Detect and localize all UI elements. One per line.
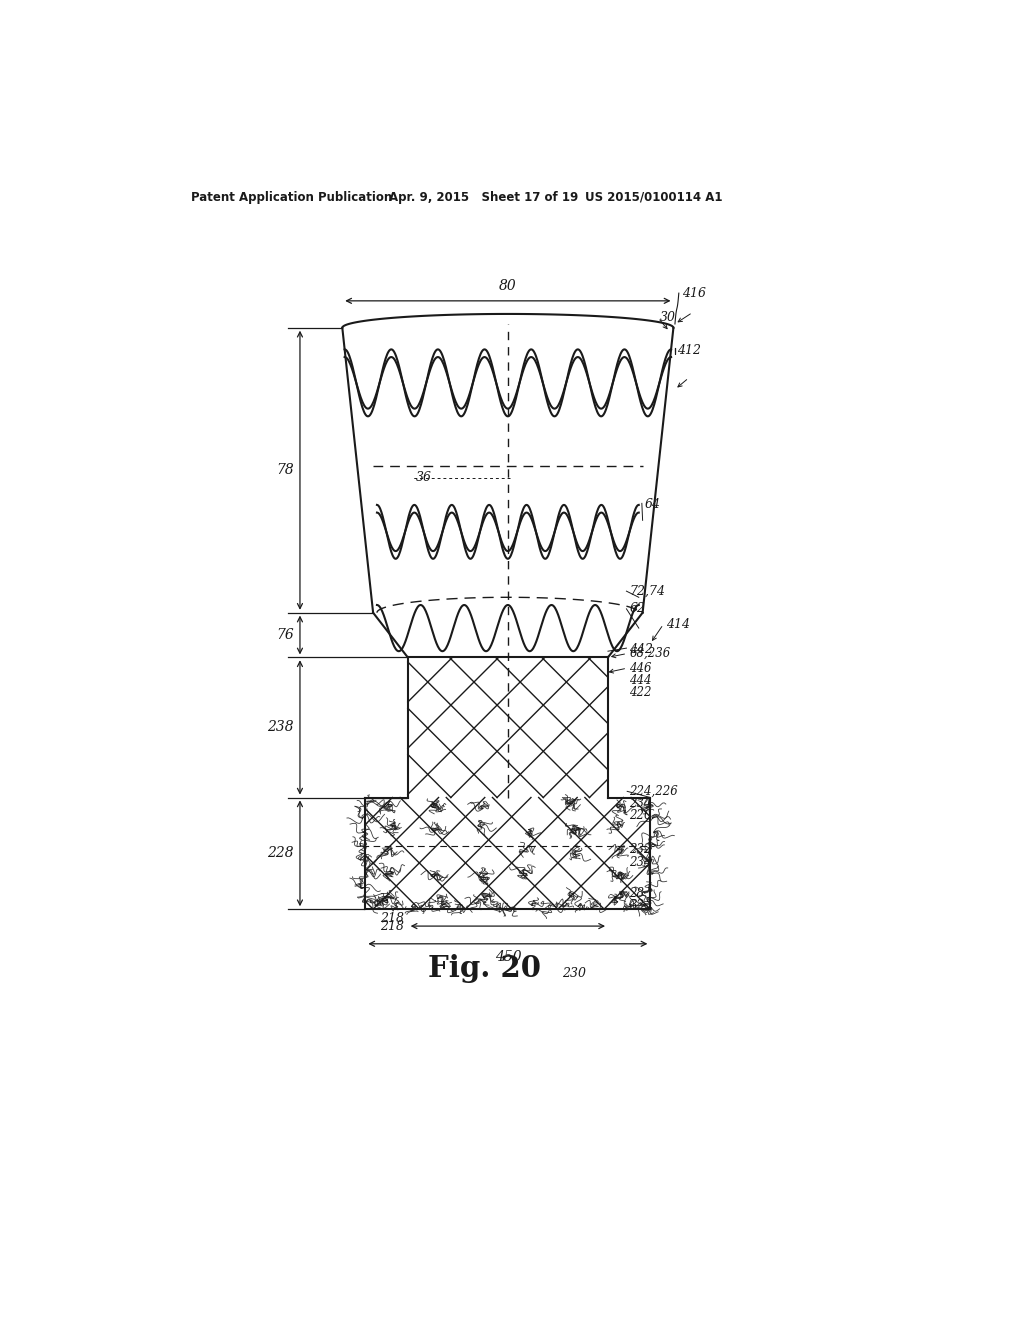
Text: 76: 76: [276, 628, 294, 642]
Text: 228: 228: [267, 846, 294, 861]
Text: 62: 62: [630, 602, 645, 615]
Text: Fig. 20: Fig. 20: [428, 954, 542, 983]
Text: 68,236: 68,236: [630, 647, 671, 660]
Text: 230: 230: [562, 966, 586, 979]
Text: 238: 238: [267, 721, 294, 734]
Text: 218: 218: [380, 912, 403, 925]
Text: 234: 234: [630, 797, 652, 810]
Text: 416: 416: [682, 286, 706, 300]
Text: 414: 414: [666, 618, 690, 631]
Text: Apr. 9, 2015   Sheet 17 of 19: Apr. 9, 2015 Sheet 17 of 19: [388, 191, 578, 203]
Text: 224,226: 224,226: [630, 785, 678, 797]
Text: 30: 30: [660, 312, 676, 325]
Text: 78: 78: [276, 463, 294, 478]
Text: 218: 218: [380, 920, 403, 933]
Text: 450: 450: [495, 950, 521, 964]
Text: 422: 422: [630, 686, 652, 700]
Text: 232: 232: [630, 843, 652, 857]
Text: 412: 412: [677, 345, 701, 358]
Text: 442: 442: [630, 643, 653, 656]
Text: 28: 28: [630, 887, 644, 900]
Text: 446: 446: [630, 661, 652, 675]
Text: Patent Application Publication: Patent Application Publication: [190, 191, 392, 203]
Text: 234: 234: [630, 857, 652, 870]
Text: 80: 80: [499, 279, 517, 293]
Text: 220: 220: [630, 809, 652, 822]
Text: 444: 444: [630, 675, 652, 686]
Text: 64: 64: [645, 499, 660, 511]
Text: 32: 32: [630, 899, 644, 912]
Text: 72,74: 72,74: [630, 585, 666, 598]
Text: 36: 36: [416, 471, 431, 484]
Text: US 2015/0100114 A1: US 2015/0100114 A1: [585, 191, 722, 203]
